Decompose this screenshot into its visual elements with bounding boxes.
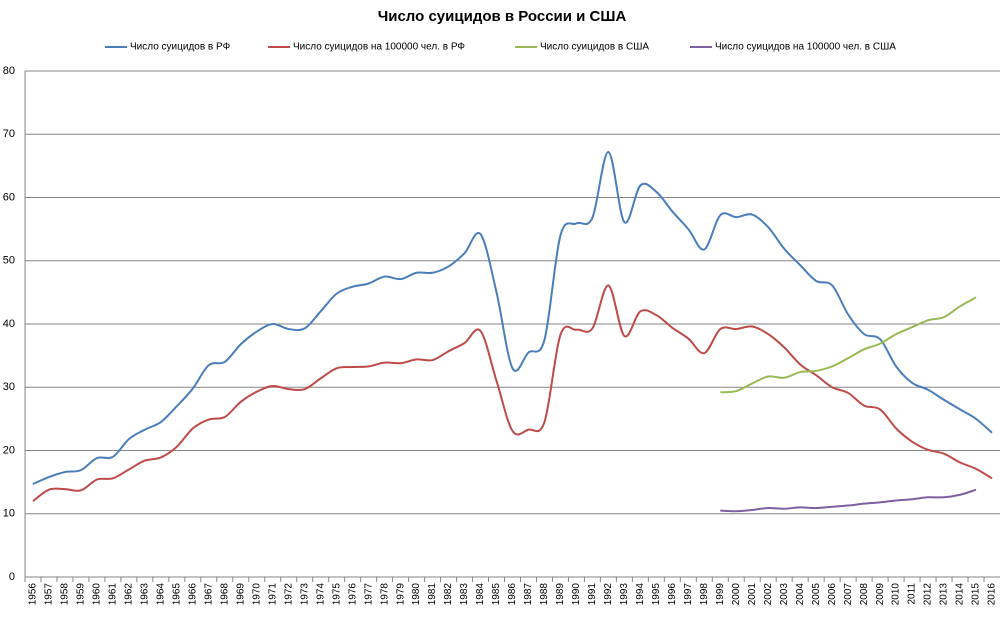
- y-tick-label: 60: [3, 191, 15, 203]
- y-tick-label: 0: [9, 571, 15, 583]
- x-tick-label: 2009: [875, 583, 886, 606]
- x-tick-label: 1995: [651, 583, 662, 606]
- x-tick-label: 1987: [523, 583, 534, 606]
- y-tick-label: 10: [3, 508, 15, 520]
- x-tick-label: 1973: [299, 583, 310, 606]
- series-line: [32, 150, 993, 485]
- x-tick-label: 1958: [60, 583, 71, 606]
- x-tick-label: 1974: [315, 583, 326, 606]
- x-tick-label: 1980: [411, 583, 422, 606]
- x-tick-label: 1964: [156, 583, 167, 606]
- x-tick-label: 2004: [795, 583, 806, 606]
- series-line: [32, 284, 993, 502]
- x-tick-label: 2007: [843, 583, 854, 606]
- x-tick-label: 1979: [395, 583, 406, 606]
- x-tick-label: 1978: [379, 583, 390, 606]
- x-tick-label: 1966: [187, 583, 198, 606]
- x-tick-label: 2006: [827, 583, 838, 606]
- x-tick-label: 1956: [28, 583, 39, 606]
- x-tick-label: 1986: [507, 583, 518, 606]
- series-line: [720, 488, 977, 513]
- y-tick-label: 50: [3, 255, 15, 267]
- x-tick-label: 2003: [779, 583, 790, 606]
- x-tick-label: 1985: [491, 583, 502, 606]
- legend-label: Число суицидов на 100000 чел. в США: [715, 42, 896, 53]
- x-tick-label: 1976: [347, 583, 358, 606]
- x-tick-label: 1965: [171, 583, 182, 606]
- x-tick-label: 1982: [443, 583, 454, 606]
- x-tick-label: 1991: [587, 583, 598, 606]
- y-tick-label: 80: [3, 65, 15, 77]
- x-tick-label: 2012: [923, 583, 934, 606]
- x-tick-label: 2011: [907, 583, 918, 605]
- x-tick-label: 1993: [619, 583, 630, 606]
- x-tick-label: 1983: [459, 583, 470, 606]
- x-tick-label: 1968: [219, 583, 230, 606]
- x-tick-label: 1970: [251, 583, 262, 606]
- x-tick-label: 1957: [44, 583, 55, 606]
- x-tick-label: 1962: [124, 583, 135, 606]
- legend-label: Число суицидов в США: [540, 42, 649, 53]
- x-tick-label: 2008: [859, 583, 870, 606]
- series-line: [720, 296, 977, 394]
- x-tick-label: 1996: [667, 583, 678, 606]
- x-tick-label: 2000: [731, 583, 742, 606]
- chart-title: Число суицидов в России и США: [378, 8, 627, 25]
- x-tick-label: 1971: [267, 583, 278, 606]
- y-tick-label: 30: [3, 381, 15, 393]
- x-tick-label: 1997: [683, 583, 694, 606]
- x-tick-label: 2014: [955, 583, 966, 606]
- x-tick-label: 1984: [475, 583, 486, 606]
- x-tick-label: 2010: [891, 583, 902, 606]
- x-tick-label: 1975: [331, 583, 342, 606]
- x-tick-label: 1981: [427, 583, 438, 606]
- y-tick-label: 70: [3, 128, 15, 140]
- x-tick-label: 1972: [283, 583, 294, 606]
- x-tick-label: 2002: [763, 583, 774, 606]
- x-tick-label: 1989: [555, 583, 566, 606]
- legend-label: Число суицидов в РФ: [130, 42, 231, 53]
- x-tick-label: 1988: [539, 583, 550, 606]
- x-tick-label: 2016: [987, 583, 998, 606]
- x-tick-label: 1990: [571, 583, 582, 606]
- x-tick-label: 1977: [363, 583, 374, 606]
- y-tick-label: 40: [3, 318, 15, 330]
- x-tick-label: 2005: [811, 583, 822, 606]
- x-tick-label: 1999: [715, 583, 726, 606]
- x-tick-label: 1967: [203, 583, 214, 606]
- x-tick-label: 1969: [235, 583, 246, 606]
- x-tick-label: 2015: [971, 583, 982, 606]
- x-tick-label: 1961: [108, 583, 119, 606]
- x-tick-label: 1998: [699, 583, 710, 606]
- legend-label: Число суицидов на 100000 чел. в РФ: [293, 42, 465, 53]
- x-tick-label: 1963: [140, 583, 151, 606]
- x-tick-label: 1959: [76, 583, 87, 606]
- x-tick-label: 1992: [603, 583, 614, 606]
- x-tick-label: 1960: [92, 583, 103, 606]
- x-tick-label: 2013: [939, 583, 950, 606]
- x-tick-label: 1994: [635, 583, 646, 606]
- y-tick-label: 20: [3, 444, 15, 456]
- x-tick-label: 2001: [747, 583, 758, 606]
